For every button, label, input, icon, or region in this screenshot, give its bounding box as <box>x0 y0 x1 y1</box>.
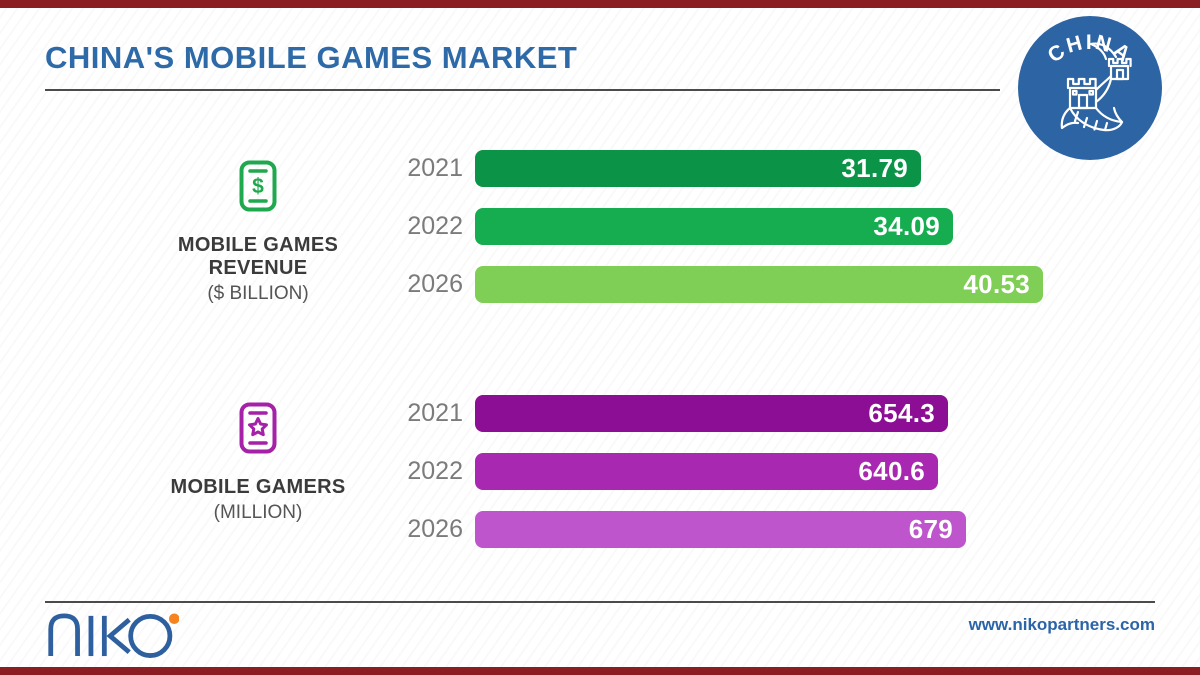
bar-2021: 31.79 <box>475 150 921 187</box>
bar-row: 2022 34.09 <box>405 208 1105 245</box>
bar-row: 2021 654.3 <box>405 395 1105 432</box>
bar-value: 31.79 <box>841 153 908 183</box>
logo-letter-o <box>128 613 173 658</box>
bar-2021: 654.3 <box>475 395 948 432</box>
year-label: 2026 <box>407 515 463 543</box>
niko-logo <box>45 610 180 665</box>
great-wall-icon: CHINA <box>1018 16 1162 160</box>
bar-2026: 40.53 <box>475 266 1043 303</box>
bar-row: 2021 31.79 <box>405 150 1105 187</box>
logo-letter-n <box>48 613 80 657</box>
revenue-section-subtitle: ($ BILLION) <box>207 283 309 304</box>
bar-value: 679 <box>908 514 953 544</box>
china-badge: CHINA <box>1018 16 1162 160</box>
bar-row: 2022 640.6 <box>405 453 1105 490</box>
bar-value: 654.3 <box>868 398 935 428</box>
gamers-section-title: MOBILE GAMERS <box>170 476 346 498</box>
revenue-label-block: $ MOBILE GAMES REVENUE ($ BILLION) <box>128 160 388 305</box>
bar-value: 640.6 <box>858 456 925 486</box>
dollar-glyph: $ <box>252 175 264 198</box>
gamers-section-subtitle: (MILLION) <box>213 502 303 523</box>
bar-row: 2026 40.53 <box>405 266 1105 303</box>
year-label: 2022 <box>407 212 463 240</box>
phone-star-icon <box>128 402 388 454</box>
year-label: 2021 <box>407 399 463 427</box>
bar-row: 2026 679 <box>405 511 1105 548</box>
year-label: 2026 <box>407 270 463 298</box>
revenue-section-title: MOBILE GAMES REVENUE <box>177 234 339 279</box>
bar-value: 34.09 <box>873 211 940 241</box>
bottom-accent-bar <box>0 667 1200 675</box>
bar-2022: 640.6 <box>475 453 938 490</box>
top-accent-bar <box>0 0 1200 8</box>
logo-letter-k-arm <box>106 617 131 655</box>
bar-value: 40.53 <box>963 269 1030 299</box>
footer-divider <box>45 601 1155 603</box>
site-url-link[interactable]: www.nikopartners.com <box>968 615 1155 634</box>
logo-orange-dot <box>168 613 180 624</box>
bar-group-1: 2021 654.3 2022 640.6 2026 679 <box>405 395 1105 569</box>
year-label: 2022 <box>407 457 463 485</box>
bar-group-0: 2021 31.79 2022 34.09 2026 40.53 <box>405 150 1105 324</box>
bar-2022: 34.09 <box>475 208 953 245</box>
year-label: 2021 <box>407 154 463 182</box>
phone-dollar-icon: $ <box>128 160 388 212</box>
page-title: CHINA'S MOBILE GAMES MARKET <box>45 40 578 75</box>
title-divider <box>45 89 1000 91</box>
bar-2026: 679 <box>475 511 966 548</box>
gamers-label-block: MOBILE GAMERS (MILLION) <box>128 402 388 524</box>
